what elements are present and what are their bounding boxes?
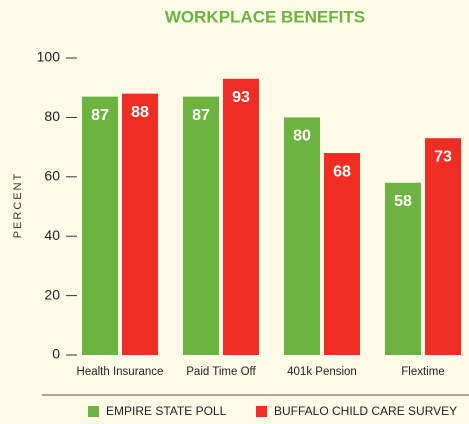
x-tick-label: Paid Time Off bbox=[186, 366, 256, 378]
value-label: 68 bbox=[333, 163, 351, 180]
bar bbox=[122, 93, 158, 355]
y-tick-label: 60 bbox=[44, 168, 60, 184]
bar bbox=[82, 96, 118, 356]
y-tick-label: 100 bbox=[37, 49, 61, 65]
value-label: 87 bbox=[91, 107, 109, 124]
legend-label: BUFFALO CHILD CARE SURVEY bbox=[274, 404, 457, 418]
bar bbox=[183, 96, 219, 356]
x-tick-label: Flextime bbox=[401, 366, 444, 378]
bar bbox=[223, 78, 259, 355]
bar bbox=[284, 117, 320, 356]
legend-swatch bbox=[256, 406, 267, 417]
value-label: 58 bbox=[394, 193, 412, 210]
bar bbox=[324, 153, 360, 355]
bar bbox=[385, 182, 421, 355]
value-label: 93 bbox=[232, 89, 250, 106]
legend-swatch bbox=[88, 406, 99, 417]
legend-label: EMPIRE STATE POLL bbox=[106, 404, 227, 418]
value-label: 73 bbox=[434, 148, 452, 165]
value-label: 87 bbox=[192, 107, 210, 124]
y-axis-label: PERCENT bbox=[12, 172, 24, 239]
y-tick-label: 80 bbox=[44, 108, 60, 124]
chart-title: WORKPLACE BENEFITS bbox=[165, 7, 365, 26]
x-tick-label: 401k Pension bbox=[287, 366, 357, 378]
bar bbox=[425, 138, 461, 355]
y-tick-label: 20 bbox=[44, 286, 60, 302]
value-label: 88 bbox=[131, 104, 149, 121]
value-label: 80 bbox=[293, 128, 311, 145]
y-tick-label: 0 bbox=[52, 346, 60, 362]
x-tick-label: Health Insurance bbox=[77, 366, 164, 378]
y-tick-label: 40 bbox=[44, 227, 60, 243]
